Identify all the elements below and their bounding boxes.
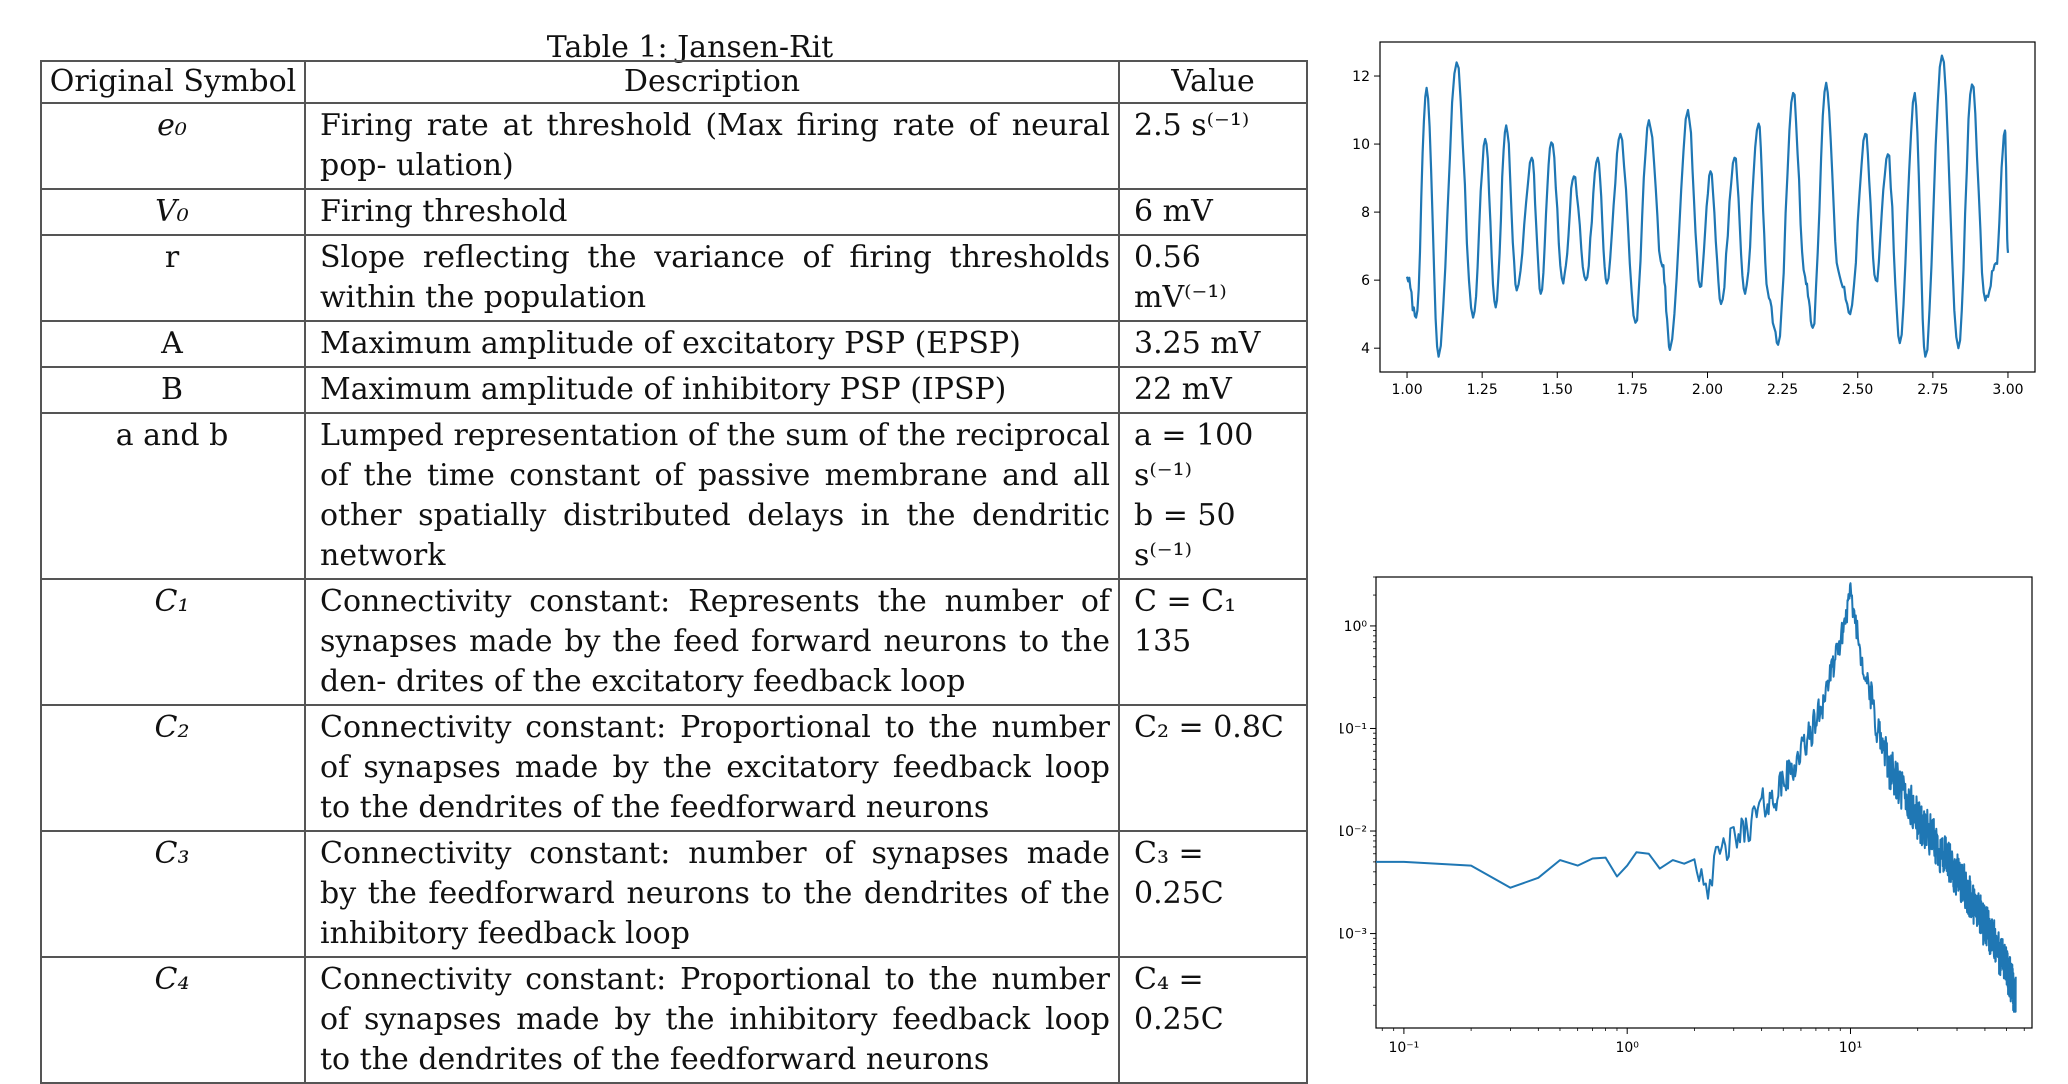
x-tick-label: 2.00 xyxy=(1692,382,1723,398)
value-line: a = 100 s⁽⁻¹⁾ xyxy=(1134,418,1254,493)
plot-frame xyxy=(1375,576,2033,1029)
table-row: C₁ Connectivity constant: Represents the… xyxy=(40,578,1308,706)
description-cell: Connectivity constant: number of synapse… xyxy=(304,830,1120,958)
table-row: e₀ Firing rate at threshold (Max firing … xyxy=(40,102,1308,190)
value-line: C = C₁ xyxy=(1134,584,1237,619)
symbol-cell: C₂ xyxy=(40,704,306,832)
value-cell: 22 mV xyxy=(1118,366,1308,414)
symbol-cell: C₄ xyxy=(40,956,306,1084)
value-cell: 2.5 s⁽⁻¹⁾ xyxy=(1118,102,1308,190)
symbol-cell: C₁ xyxy=(40,578,306,706)
y-tick-label: 12 xyxy=(1352,69,1370,85)
x-tick-label: 1.25 xyxy=(1467,382,1498,398)
symbol-cell: C₃ xyxy=(40,830,306,958)
x-tick-label: 1.00 xyxy=(1391,382,1422,398)
description-cell: Connectivity constant: Proportional to t… xyxy=(304,956,1120,1084)
description-cell: Connectivity constant: Proportional to t… xyxy=(304,704,1120,832)
x-tick-label: 10⁻¹ xyxy=(1388,1040,1419,1056)
value-cell: C₄ = 0.25C xyxy=(1118,956,1308,1084)
x-tick-label: 10¹ xyxy=(1839,1040,1862,1056)
x-tick-label: 2.25 xyxy=(1767,382,1798,398)
description-cell: Firing rate at threshold (Max firing rat… xyxy=(304,102,1120,190)
value-cell: 6 mV xyxy=(1118,188,1308,236)
symbol-cell: A xyxy=(40,320,306,368)
header-description: Description xyxy=(304,60,1120,104)
table-row: B Maximum amplitude of inhibitory PSP (I… xyxy=(40,366,1308,414)
value-line: 135 xyxy=(1134,624,1192,659)
value-cell: 3.25 mV xyxy=(1118,320,1308,368)
header-value: Value xyxy=(1118,60,1308,104)
x-tick-label: 2.75 xyxy=(1917,382,1948,398)
x-tick-label: 2.50 xyxy=(1842,382,1873,398)
time-series-plot: 1.00 1.25 1.50 1.75 2.00 2.25 2.50 2.75 3.00 4 6 8 1… xyxy=(1340,30,2068,540)
table-row: C₂ Connectivity constant: Proportional t… xyxy=(40,704,1308,832)
symbol-cell: a and b xyxy=(40,412,306,580)
y-tick-label: 10⁰ xyxy=(1344,619,1368,635)
symbol-cell: r xyxy=(40,234,306,322)
table-row: a and b Lumped representation of the sum… xyxy=(40,412,1308,580)
y-tick-label: 10⁻¹ xyxy=(1340,721,1367,737)
series-line xyxy=(1405,54,2010,358)
spectrum-line xyxy=(1376,582,2017,1013)
x-tick-label: 1.75 xyxy=(1617,382,1648,398)
x-tick-label: 3.00 xyxy=(1992,382,2023,398)
table-row: V₀ Firing threshold 6 mV xyxy=(40,188,1308,236)
description-cell: Slope reflecting the variance of firing … xyxy=(304,234,1120,322)
table-caption: Table 1: Jansen-Rit xyxy=(546,30,834,65)
value-cell: C = C₁ 135 xyxy=(1118,578,1308,706)
value-cell: a = 100 s⁽⁻¹⁾ b = 50 s⁽⁻¹⁾ xyxy=(1118,412,1308,580)
description-cell: Maximum amplitude of inhibitory PSP (IPS… xyxy=(304,366,1120,414)
header-original-symbol: Original Symbol xyxy=(40,60,306,104)
y-tick-label: 10⁻² xyxy=(1340,824,1367,840)
symbol-cell: e₀ xyxy=(40,102,306,190)
table-row: C₃ Connectivity constant: number of syna… xyxy=(40,830,1308,958)
value-cell: 0.56 mV⁽⁻¹⁾ xyxy=(1118,234,1308,322)
power-spectrum-plot: 10⁻¹ 10⁰ 10¹ 10⁰ 10⁻¹ 10⁻² 10⁻³ xyxy=(1336,555,2068,1061)
value-line: 3.25 mV xyxy=(1134,326,1261,361)
y-tick-label: 4 xyxy=(1361,341,1370,357)
symbol-cell: B xyxy=(40,366,306,414)
value-line: C₄ = 0.25C xyxy=(1134,962,1224,1037)
value-line: b = 50 s⁽⁻¹⁾ xyxy=(1134,498,1236,573)
description-cell: Firing threshold xyxy=(304,188,1120,236)
value-line: 6 mV xyxy=(1134,194,1213,229)
y-tick-label: 10⁻³ xyxy=(1340,927,1367,943)
value-cell: C₂ = 0.8C xyxy=(1118,704,1308,832)
y-tick-label: 10 xyxy=(1352,137,1370,153)
table-row: A Maximum amplitude of excitatory PSP (E… xyxy=(40,320,1308,368)
value-line: C₃ = 0.25C xyxy=(1134,836,1224,911)
value-line: 0.56 mV⁽⁻¹⁾ xyxy=(1134,240,1227,315)
parameter-table: Original Symbol Description Value e₀ Fir… xyxy=(40,60,1308,1084)
x-tick-label: 10⁰ xyxy=(1615,1040,1639,1056)
time-series-svg: 1.00 1.25 1.50 1.75 2.00 2.25 2.50 2.75 3.00 4 6 8 1… xyxy=(1352,41,2036,398)
description-cell: Maximum amplitude of excitatory PSP (EPS… xyxy=(304,320,1120,368)
description-cell: Connectivity constant: Represents the nu… xyxy=(304,578,1120,706)
power-spectrum-svg: 10⁻¹ 10⁰ 10¹ 10⁰ 10⁻¹ 10⁻² 10⁻³ xyxy=(1336,576,2033,1056)
table-header-row: Original Symbol Description Value xyxy=(40,60,1308,104)
value-line: 2.5 s⁽⁻¹⁾ xyxy=(1134,108,1250,143)
x-tick-label: 1.50 xyxy=(1542,382,1573,398)
y-tick-label: 6 xyxy=(1361,273,1370,289)
table-row: C₄ Connectivity constant: Proportional t… xyxy=(40,956,1308,1084)
y-tick-label: 8 xyxy=(1361,205,1370,221)
value-line: 22 mV xyxy=(1134,372,1232,407)
value-cell: C₃ = 0.25C xyxy=(1118,830,1308,958)
symbol-cell: V₀ xyxy=(40,188,306,236)
description-cell: Lumped representation of the sum of the … xyxy=(304,412,1120,580)
value-line: C₂ = 0.8C xyxy=(1134,710,1284,745)
table-row: r Slope reflecting the variance of firin… xyxy=(40,234,1308,322)
